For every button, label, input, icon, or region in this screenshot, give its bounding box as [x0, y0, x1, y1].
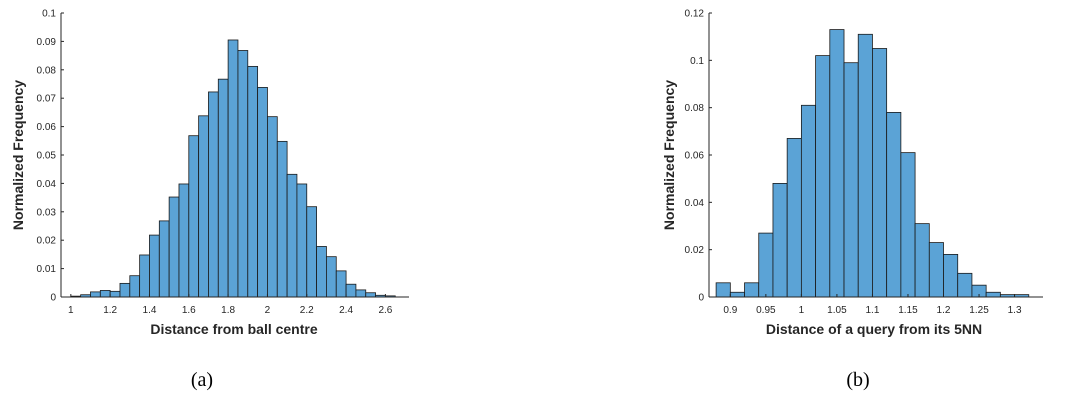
histogram-bar-b-11 — [872, 48, 888, 298]
caption-b: (b) — [846, 369, 869, 391]
histogram-bar-a-28 — [345, 283, 357, 298]
histogram-bar-b-14 — [914, 223, 930, 298]
histogram-bar-b-19 — [985, 291, 1001, 298]
x-tick-label-a-7: 2.4 — [339, 305, 353, 316]
histogram-bar-a-20 — [267, 116, 278, 298]
histogram-bar-a-18 — [247, 65, 259, 298]
x-tick-label-b-6: 1.2 — [937, 305, 951, 316]
x-axis-label-b: Distance of a query from its 5NN — [766, 321, 982, 337]
x-tick-label-a-3: 1.6 — [182, 305, 196, 316]
histogram-bar-a-7 — [139, 254, 150, 298]
histogram-panel-a: 1 1.2 1.4 1.6 1.8 2 2.2 2.4 2.6 0 0.01 0.02 0.03 0.04… — [10, 9, 409, 391]
histogram-bar-a-9 — [158, 220, 170, 298]
histogram-bar-a-21 — [276, 140, 288, 298]
x-axis-label-a: Distance from ball centre — [150, 321, 317, 337]
x-tick-label-a-5: 2 — [265, 305, 271, 316]
y-tick-label-a-5: 0.05 — [37, 151, 57, 162]
x-tick-label-a-8: 2.6 — [378, 305, 392, 316]
bars-b — [715, 29, 1030, 298]
histogram-bar-a-8 — [149, 234, 160, 298]
histogram-bar-a-24 — [306, 206, 317, 298]
y-tick-label-a-9: 0.09 — [37, 37, 57, 48]
histogram-bar-b-0 — [715, 282, 731, 298]
axes-b — [708, 13, 1043, 298]
y-tick-label-a-7: 0.07 — [37, 94, 57, 105]
y-tick-label-b-3: 0.06 — [685, 151, 705, 162]
histogram-bar-b-6 — [800, 104, 816, 298]
y-tick-label-b-1: 0.02 — [685, 245, 705, 256]
histogram-panel-b: 0.9 0.95 1 1.05 1.1 1.15 1.2 1.25 1.3 0 0.02 0.04 0.… — [661, 9, 1043, 391]
y-axis-label-a: Normalized Frequency — [10, 80, 26, 230]
x-tick-label-b-5: 1.15 — [898, 305, 918, 316]
histogram-bar-a-5 — [119, 282, 131, 298]
x-tick-label-a-6: 2.2 — [300, 305, 314, 316]
x-tick-label-a-2: 1.4 — [143, 305, 157, 316]
y-tick-label-a-3: 0.03 — [37, 207, 57, 218]
histogram-bar-a-10 — [168, 196, 180, 298]
histogram-bar-b-17 — [957, 272, 973, 298]
histogram-bar-a-23 — [296, 183, 308, 298]
y-tick-label-b-6: 0.12 — [685, 9, 705, 20]
histogram-bar-a-4 — [109, 290, 121, 298]
bars-a — [70, 39, 396, 298]
histogram-bar-a-19 — [257, 87, 268, 298]
histogram-bar-a-12 — [188, 135, 200, 298]
histogram-bar-a-29 — [355, 289, 367, 298]
y-tick-label-a-6: 0.06 — [37, 122, 57, 133]
histogram-bar-a-22 — [286, 173, 298, 298]
y-tick-label-a-8: 0.08 — [37, 65, 57, 76]
histogram-bar-b-13 — [900, 152, 916, 298]
y-tick-label-b-5: 0.1 — [690, 56, 704, 67]
histogram-bar-a-15 — [217, 78, 229, 298]
histogram-bar-a-16 — [227, 39, 239, 298]
y-tick-label-a-2: 0.02 — [37, 236, 57, 247]
histogram-bar-b-15 — [928, 242, 944, 298]
x-tick-label-b-4: 1.1 — [865, 305, 879, 316]
histogram-bar-b-5 — [786, 138, 802, 298]
histogram-bar-a-17 — [237, 50, 249, 298]
histogram-bar-b-7 — [815, 55, 831, 298]
histogram-bar-b-2 — [744, 282, 760, 298]
histogram-bar-a-25 — [316, 246, 327, 298]
x-tick-label-a-4: 1.8 — [221, 305, 235, 316]
y-tick-label-b-4: 0.08 — [685, 103, 705, 114]
histogram-bar-a-27 — [335, 270, 347, 298]
histogram-bar-b-3 — [758, 232, 774, 298]
histogram-bar-b-10 — [857, 33, 873, 298]
histogram-bar-b-1 — [729, 291, 745, 298]
x-tick-label-b-3: 1.05 — [827, 305, 847, 316]
histogram-bar-a-30 — [365, 292, 376, 298]
histogram-bar-b-12 — [886, 112, 902, 298]
histogram-bar-a-26 — [326, 256, 337, 298]
y-tick-label-a-4: 0.04 — [37, 179, 57, 190]
axes-a — [60, 13, 409, 298]
histogram-bar-b-8 — [829, 29, 845, 298]
histogram-bar-a-14 — [208, 91, 219, 298]
histogram-bar-a-13 — [198, 115, 209, 298]
y-tick-label-a-1: 0.01 — [37, 264, 57, 275]
x-tick-label-b-1: 0.95 — [756, 305, 776, 316]
y-axis-label-b: Normalized Frequency — [661, 80, 677, 230]
x-tick-label-b-2: 1 — [799, 305, 805, 316]
y-tick-label-b-2: 0.04 — [685, 198, 705, 209]
histogram-bar-a-3 — [99, 290, 111, 298]
y-tick-label-a-0: 0 — [50, 293, 56, 304]
ticks-b: 0.9 0.95 1 1.05 1.1 1.15 1.2 1.25 1.3 0 0.02 0.04 0.… — [685, 9, 1022, 317]
x-tick-label-a-0: 1 — [68, 305, 74, 316]
histogram-bar-b-9 — [843, 62, 859, 298]
histogram-bar-b-4 — [772, 182, 788, 298]
y-tick-label-b-0: 0 — [698, 293, 704, 304]
x-tick-label-a-1: 1.2 — [103, 305, 117, 316]
x-tick-label-b-7: 1.25 — [969, 305, 989, 316]
histogram-bar-a-11 — [178, 183, 190, 298]
histogram-bar-a-6 — [129, 275, 141, 298]
caption-a: (a) — [191, 369, 213, 391]
histogram-bar-b-16 — [943, 253, 959, 298]
histogram-bar-a-2 — [90, 291, 101, 298]
y-tick-label-a-10: 0.1 — [42, 9, 56, 20]
x-tick-label-b-0: 0.9 — [723, 305, 737, 316]
x-tick-label-b-8: 1.3 — [1008, 305, 1022, 316]
